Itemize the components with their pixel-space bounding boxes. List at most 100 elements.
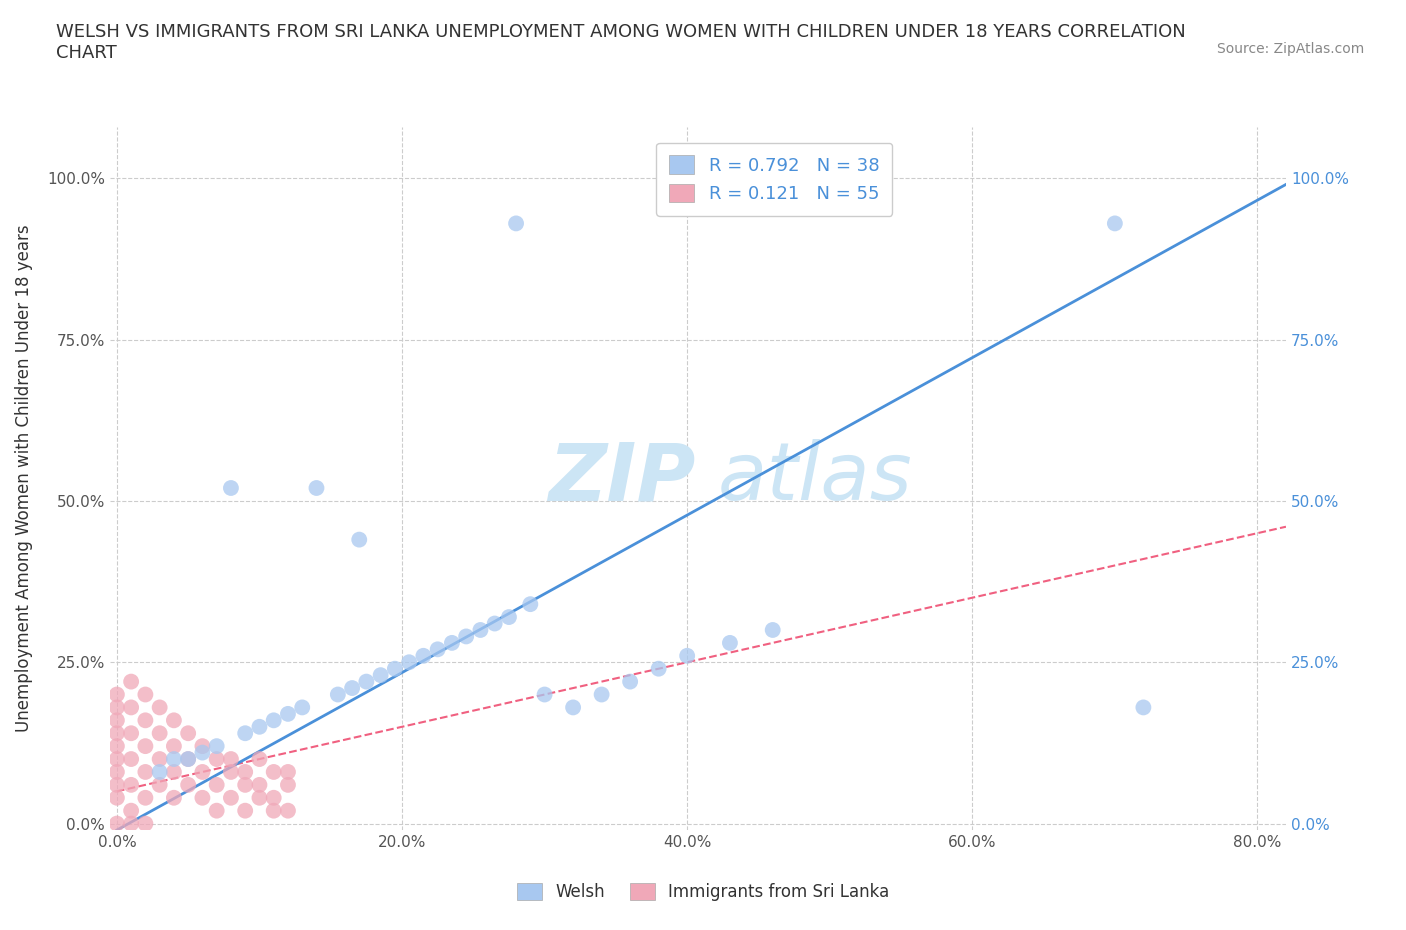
Point [562,700,585,715]
Point [177,725,200,740]
Point [219,751,242,766]
Text: atlas: atlas [718,439,912,517]
Point [718,635,741,650]
Point [163,790,186,805]
Point [249,790,271,805]
Point [134,764,156,779]
Point [177,751,200,766]
Point [134,817,156,831]
Point [263,804,285,818]
Point [263,713,285,728]
Point [163,764,186,779]
Point [191,738,214,753]
Point [105,725,128,740]
Point [120,725,142,740]
Point [762,622,785,637]
Point [163,738,186,753]
Point [519,597,541,612]
Point [426,642,449,657]
Point [356,674,378,689]
Legend: R = 0.792   N = 38, R = 0.121   N = 55: R = 0.792 N = 38, R = 0.121 N = 55 [657,142,893,216]
Point [249,719,271,734]
Point [191,790,214,805]
Point [219,790,242,805]
Point [219,764,242,779]
Point [533,687,555,702]
Point [163,751,186,766]
Point [205,751,228,766]
Point [398,655,420,670]
Point [149,725,172,740]
Point [1132,700,1154,715]
Point [619,674,641,689]
Point [591,687,613,702]
Point [440,635,463,650]
Point [134,687,156,702]
Point [134,713,156,728]
Point [149,751,172,766]
Point [233,764,256,779]
Point [105,738,128,753]
Point [105,777,128,792]
Point [105,700,128,715]
Point [384,661,406,676]
Point [120,674,142,689]
Point [134,738,156,753]
Point [340,681,363,696]
Point [326,687,349,702]
Point [177,751,200,766]
Point [249,751,271,766]
Point [191,764,214,779]
Point [305,481,328,496]
Point [149,777,172,792]
Point [163,713,186,728]
Point [120,804,142,818]
Point [205,738,228,753]
Text: Source: ZipAtlas.com: Source: ZipAtlas.com [1216,42,1364,56]
Point [263,790,285,805]
Point [134,790,156,805]
Text: WELSH VS IMMIGRANTS FROM SRI LANKA UNEMPLOYMENT AMONG WOMEN WITH CHILDREN UNDER : WELSH VS IMMIGRANTS FROM SRI LANKA UNEMP… [56,23,1187,62]
Point [277,804,299,818]
Point [277,764,299,779]
Point [205,777,228,792]
Point [470,622,492,637]
Point [120,777,142,792]
Point [412,648,434,663]
Point [105,817,128,831]
Point [291,700,314,715]
Point [233,725,256,740]
Point [249,777,271,792]
Point [219,481,242,496]
Point [456,629,478,644]
Point [1104,216,1126,231]
Point [349,532,371,547]
Point [105,713,128,728]
Text: ZIP: ZIP [548,439,695,517]
Point [277,707,299,722]
Y-axis label: Unemployment Among Women with Children Under 18 years: Unemployment Among Women with Children U… [15,224,32,732]
Point [277,777,299,792]
Point [149,700,172,715]
Point [647,661,669,676]
Point [191,745,214,760]
Point [120,817,142,831]
Point [120,751,142,766]
Legend: Welsh, Immigrants from Sri Lanka: Welsh, Immigrants from Sri Lanka [510,876,896,908]
Point [505,216,527,231]
Point [105,764,128,779]
Point [105,751,128,766]
Point [484,616,506,631]
Point [370,668,392,683]
Point [149,764,172,779]
Point [105,687,128,702]
Point [177,777,200,792]
Point [498,610,520,625]
Point [676,648,699,663]
Point [120,700,142,715]
Point [205,804,228,818]
Point [105,790,128,805]
Point [263,764,285,779]
Point [233,804,256,818]
Point [233,777,256,792]
